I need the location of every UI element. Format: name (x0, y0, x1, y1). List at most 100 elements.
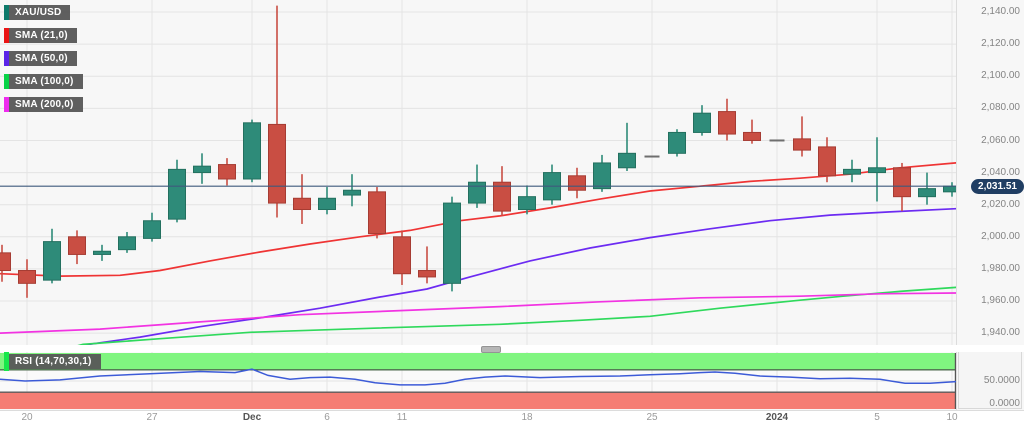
candle[interactable] (143, 212, 161, 242)
candle[interactable] (293, 174, 311, 224)
candle-body (893, 167, 911, 198)
candle[interactable] (618, 122, 636, 171)
candle[interactable] (668, 129, 686, 157)
candle-body (93, 250, 111, 255)
candle[interactable] (893, 162, 911, 212)
candle[interactable] (243, 119, 261, 183)
rsi-legend[interactable]: RSI (14,70,30,1) (4, 352, 101, 371)
candle-body (818, 146, 836, 177)
candle-body (268, 123, 286, 204)
time-axis-label: 27 (146, 412, 158, 423)
candle-body (18, 270, 36, 284)
candle-body (668, 131, 686, 154)
candle[interactable] (193, 153, 211, 184)
candle[interactable] (118, 231, 136, 253)
pane-resize-handle[interactable] (481, 346, 501, 353)
candle[interactable] (793, 116, 811, 157)
time-axis-label: 25 (646, 412, 658, 423)
candle[interactable] (18, 259, 36, 298)
candle[interactable] (918, 172, 936, 205)
sma50-line[interactable] (40, 207, 957, 345)
main-price-pane[interactable] (0, 0, 957, 345)
candle-body (918, 188, 936, 198)
rsi-line[interactable] (0, 368, 957, 386)
candle-body (518, 196, 536, 211)
candle-body (118, 236, 136, 251)
legend-item-sma-100-0-[interactable]: SMA (100,0) (4, 74, 83, 89)
candle-body (593, 162, 611, 190)
candle[interactable] (93, 244, 111, 261)
candle[interactable] (743, 119, 761, 144)
time-axis-label: 6 (324, 412, 330, 423)
pane-divider (0, 345, 1024, 352)
rsi-axis-panel[interactable] (958, 349, 1022, 409)
candle[interactable] (718, 98, 736, 141)
candle-body (793, 138, 811, 151)
symbol-legend[interactable]: XAU/USD (4, 5, 71, 20)
candle[interactable] (818, 137, 836, 183)
sma100-line[interactable] (40, 286, 957, 345)
indicator-label: SMA (50,0) (9, 51, 77, 66)
candle-body (68, 236, 86, 255)
candle-body (418, 270, 436, 278)
legend-item-sma-50-0-[interactable]: SMA (50,0) (4, 51, 77, 66)
price-axis-label: 2,140.00 (981, 6, 1020, 17)
last-price-badge: 2,031.51 (971, 178, 1024, 194)
candle-body (318, 197, 336, 211)
rsi-oversold-band (0, 392, 956, 409)
price-axis-label: 2,060.00 (981, 134, 1020, 146)
indicator-color-chip (4, 28, 9, 43)
candle[interactable] (43, 228, 61, 284)
candle-body (743, 131, 761, 141)
candle-body (343, 189, 361, 196)
candle[interactable] (868, 137, 886, 202)
candle[interactable] (218, 158, 236, 186)
legend-item-sma-200-0-[interactable]: SMA (200,0) (4, 97, 83, 112)
price-axis-label: 2,000.00 (981, 230, 1020, 242)
rsi-label: RSI (14,70,30,1) (9, 354, 101, 369)
candle[interactable] (268, 5, 286, 218)
price-axis-label: 2,040.00 (981, 166, 1020, 178)
candle[interactable] (518, 185, 536, 215)
price-axis-label: 1,980.00 (981, 262, 1020, 274)
price-axis-label: 2,100.00 (981, 70, 1020, 82)
candle-body (168, 168, 186, 220)
candle-body (568, 175, 586, 191)
time-axis-label: Dec (242, 412, 262, 423)
rsi-pane[interactable] (0, 352, 957, 409)
symbol-label: XAU/USD (9, 5, 71, 20)
time-axis-label: 2024 (765, 412, 789, 423)
sma21-line[interactable] (0, 162, 957, 277)
rsi-overbought-band (0, 353, 956, 370)
indicator-color-chip (4, 97, 9, 112)
candle[interactable] (343, 174, 361, 207)
time-axis-label: 20 (21, 412, 33, 423)
sma200-line[interactable] (0, 292, 957, 334)
candle-body (193, 165, 211, 174)
candle[interactable] (418, 246, 436, 284)
candle-body (143, 220, 161, 239)
symbol-color-chip (4, 5, 9, 20)
candle-body (443, 202, 461, 284)
price-axis-label: 2,080.00 (981, 102, 1020, 114)
candle[interactable] (68, 230, 86, 265)
price-axis-label: 1,940.00 (981, 327, 1020, 339)
candle[interactable] (0, 244, 11, 282)
legend-item-sma-21-0-[interactable]: SMA (21,0) (4, 28, 77, 43)
candle[interactable] (368, 187, 386, 239)
candle[interactable] (693, 105, 711, 136)
time-axis-strip[interactable] (0, 410, 1024, 426)
candle[interactable] (168, 159, 186, 223)
candle[interactable] (393, 230, 411, 285)
candle[interactable] (493, 166, 511, 216)
candle[interactable] (443, 196, 461, 292)
candle-body (468, 181, 486, 204)
candle[interactable] (843, 159, 861, 183)
price-axis-label: 2,120.00 (981, 38, 1020, 50)
rsi-axis-label: 0.0000 (989, 398, 1020, 409)
indicator-color-chip (4, 51, 9, 66)
candle[interactable] (318, 187, 336, 215)
indicator-label: SMA (100,0) (9, 74, 83, 89)
candle-body (393, 236, 411, 275)
